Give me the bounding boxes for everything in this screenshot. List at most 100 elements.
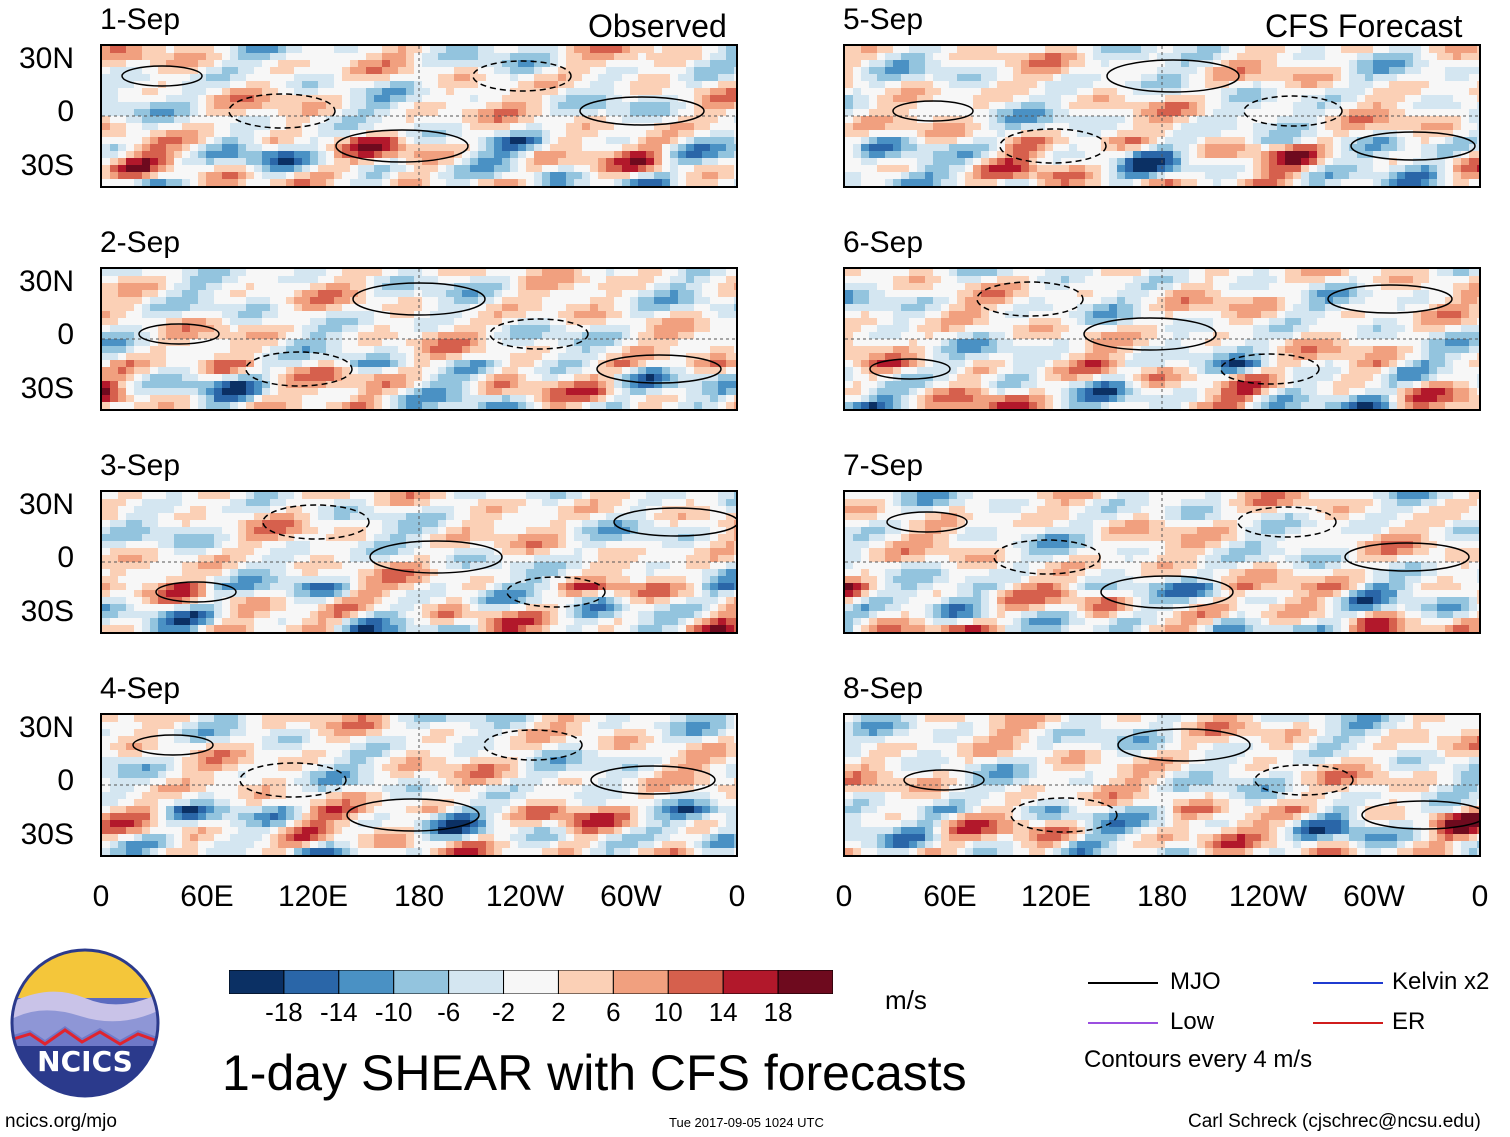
shear-cell (670, 332, 678, 339)
shear-cell (550, 576, 558, 583)
shear-cell (110, 304, 118, 311)
shear-cell (726, 618, 734, 625)
shear-cell (382, 534, 390, 541)
shear-cell (510, 95, 518, 102)
shear-cell (558, 583, 566, 590)
shear-cell (198, 499, 206, 506)
shear-cell (270, 583, 278, 590)
shear-cell (462, 597, 470, 604)
shear-cell (254, 548, 262, 555)
shear-cell (358, 276, 366, 283)
shear-cell (606, 137, 614, 144)
shear-cell (598, 374, 606, 381)
shear-cell (246, 60, 254, 67)
shear-cell (310, 318, 318, 325)
shear-cell (334, 137, 342, 144)
shear-cell (438, 81, 446, 88)
shear-cell (150, 283, 158, 290)
shear-cell (710, 109, 718, 116)
shear-cell (358, 541, 366, 548)
shear-cell (718, 402, 726, 409)
shear-cell (358, 367, 366, 374)
shear-cell (374, 88, 382, 95)
shear-cell (462, 604, 470, 611)
shear-cell (590, 367, 598, 374)
shear-cell (326, 109, 334, 116)
shear-cell (358, 123, 366, 130)
shear-cell (662, 332, 670, 339)
shear-cell (294, 339, 302, 346)
shear-cell (582, 290, 590, 297)
shear-cell (686, 611, 694, 618)
shear-cell (598, 60, 606, 67)
shear-cell (550, 304, 558, 311)
shear-cell (454, 597, 462, 604)
shear-cell (438, 304, 446, 311)
shear-cell (142, 67, 150, 74)
shear-cell (206, 402, 214, 409)
shear-cell (398, 74, 406, 81)
shear-cell (222, 74, 230, 81)
shear-cell (566, 611, 574, 618)
shear-cell (478, 311, 486, 318)
shear-cell (366, 290, 374, 297)
shear-cell (518, 179, 526, 186)
shear-cell (230, 611, 238, 618)
shear-cell (350, 137, 358, 144)
shear-cell (190, 179, 198, 186)
shear-cell (302, 360, 310, 367)
shear-cell (590, 158, 598, 165)
shear-cell (318, 137, 326, 144)
day-label-3: 3-Sep (100, 449, 181, 482)
shear-cell (638, 513, 646, 520)
shear-cell (638, 276, 646, 283)
shear-cell (310, 116, 318, 123)
shear-cell (238, 144, 246, 151)
shear-cell (398, 374, 406, 381)
shear-cell (678, 499, 686, 506)
shear-cell (726, 339, 734, 346)
shear-cell (118, 151, 126, 158)
shear-cell (118, 290, 126, 297)
shear-cell (494, 67, 502, 74)
shear-cell (462, 492, 470, 499)
shear-cell (406, 381, 414, 388)
shear-cell (454, 506, 462, 513)
shear-cell (134, 74, 142, 81)
shear-cell (318, 123, 326, 130)
shear-cell (294, 88, 302, 95)
shear-cell (294, 81, 302, 88)
shear-cell (718, 513, 726, 520)
shear-cell (398, 360, 406, 367)
shear-cell (110, 283, 118, 290)
shear-cell (662, 290, 670, 297)
shear-cell (358, 722, 366, 729)
shear-cell (190, 548, 198, 555)
shear-cell (398, 548, 406, 555)
shear-cell (158, 618, 166, 625)
shear-cell (150, 360, 158, 367)
shear-cell (422, 590, 430, 597)
shear-cell (302, 304, 310, 311)
shear-cell (566, 360, 574, 367)
shear-cell (326, 53, 334, 60)
shear-cell (374, 332, 382, 339)
shear-cell (110, 604, 118, 611)
shear-cell (502, 569, 510, 576)
shear-cell (118, 109, 126, 116)
shear-cell (310, 555, 318, 562)
shear-cell (286, 130, 294, 137)
shear-cell (462, 46, 470, 53)
shear-cell (574, 381, 582, 388)
shear-cell (158, 534, 166, 541)
shear-cell (350, 109, 358, 116)
shear-cell (270, 53, 278, 60)
shear-cell (118, 562, 126, 569)
shear-cell (414, 541, 422, 548)
shear-cell (550, 339, 558, 346)
shear-cell (438, 123, 446, 130)
shear-cell (390, 88, 398, 95)
shear-cell (502, 555, 510, 562)
shear-cell (318, 499, 326, 506)
shear-cell (566, 283, 574, 290)
